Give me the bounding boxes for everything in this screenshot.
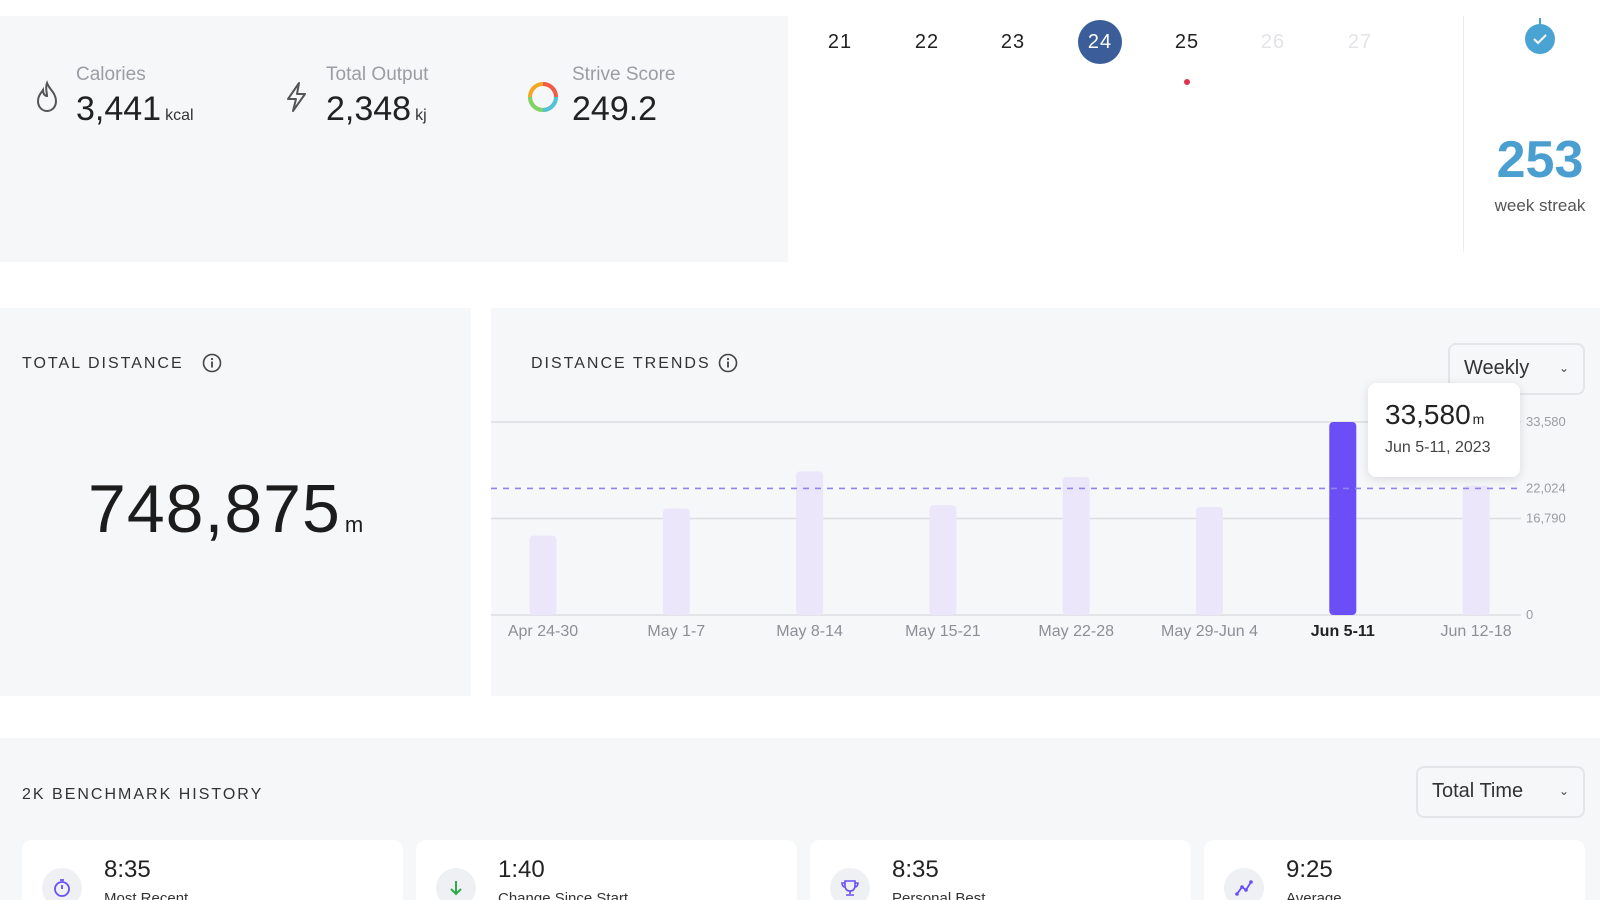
- benchmark-label: Most Recent: [104, 890, 189, 900]
- x-tick-label: Apr 24-30: [508, 623, 578, 640]
- divider: [1463, 16, 1464, 252]
- chart-tooltip: 33,580 m Jun 5-11, 2023: [1368, 383, 1520, 477]
- x-tick-label: May 22-28: [1038, 623, 1114, 640]
- benchmark-value: 1:40: [498, 856, 545, 883]
- x-tick-label: May 1-7: [647, 623, 705, 640]
- info-icon[interactable]: [202, 353, 222, 373]
- x-tick-label: Jun 5-11: [1311, 623, 1375, 640]
- y-tick-label: 16,790: [1526, 511, 1566, 526]
- benchmark-card-change[interactable]: 1:40 Change Since Start: [416, 840, 797, 900]
- stats-panel: Calories 3,441 kcal Total Output 2,348 kj …: [0, 16, 788, 262]
- x-tick-label: May 15-21: [905, 623, 981, 640]
- lightning-icon: [287, 82, 306, 112]
- benchmark-value: 8:35: [892, 856, 939, 883]
- week-calendar: 21 22 23 24 25 26 27: [803, 16, 1463, 252]
- chart-bar: [1062, 477, 1090, 615]
- strive-label: Strive Score: [572, 64, 676, 85]
- metric-dropdown[interactable]: Total Time ⌄: [1416, 766, 1585, 818]
- x-tick-label: May 8-14: [776, 623, 843, 640]
- chart-bar: [1329, 422, 1357, 615]
- chevron-down-icon: ⌄: [1558, 361, 1569, 375]
- calendar-day-future: 26: [1260, 31, 1286, 53]
- flame-icon: [36, 80, 58, 113]
- distance-trends-title: DISTANCE TRENDS: [531, 355, 711, 372]
- y-tick-label: 0: [1526, 607, 1533, 622]
- y-tick-label: 33,580: [1526, 414, 1566, 429]
- calendar-day-future: 27: [1347, 31, 1373, 53]
- distance-chart: 0 16,790 22,024 33,580 Apr 24-30 May 1-7 May 8…: [491, 414, 1566, 640]
- benchmark-value: 9:25: [1286, 856, 1333, 883]
- calendar-day-today[interactable]: 24: [1078, 20, 1122, 64]
- arrow-down-icon: [436, 868, 476, 900]
- total-distance-card: TOTAL DISTANCE 748,875 m: [0, 308, 471, 696]
- benchmark-card-average[interactable]: 9:25 Average: [1204, 840, 1585, 900]
- output-label: Total Output: [326, 64, 429, 85]
- benchmark-title: 2K BENCHMARK HISTORY: [22, 786, 264, 803]
- benchmark-card-most-recent[interactable]: 8:35 Most Recent: [22, 840, 403, 900]
- benchmark-label: Change Since Start: [498, 890, 629, 900]
- calories-value: 3,441 kcal: [76, 90, 194, 128]
- check-icon: [1525, 18, 1555, 54]
- total-distance-value: 748,875 m: [88, 471, 364, 547]
- trophy-icon: [830, 868, 870, 900]
- tooltip-date: Jun 5-11, 2023: [1385, 439, 1491, 456]
- benchmark-card-personal-best[interactable]: 8:35 Personal Best: [810, 840, 1191, 900]
- info-icon[interactable]: [718, 353, 738, 373]
- calendar-day[interactable]: 23: [1000, 31, 1026, 53]
- distance-trends-card: DISTANCE TRENDS Weekly ⌄ 0 16,790 22,024 33…: [491, 308, 1600, 696]
- chevron-down-icon: ⌄: [1558, 784, 1569, 798]
- streak-label: week streak: [1494, 196, 1586, 215]
- calendar-day[interactable]: 25: [1174, 31, 1200, 53]
- chart-bar: [1196, 506, 1223, 615]
- trend-icon: [1224, 868, 1264, 900]
- calendar-day[interactable]: 21: [827, 31, 853, 53]
- strive-value: 249.2: [572, 90, 658, 128]
- activity-dot: [1184, 79, 1190, 85]
- x-tick-label: Jun 12-18: [1441, 623, 1512, 640]
- output-value: 2,348 kj: [326, 90, 427, 128]
- chart-bar: [1462, 485, 1490, 615]
- chart-bar: [796, 471, 824, 615]
- strive-ring-icon: [528, 82, 558, 112]
- chart-bar: [662, 508, 690, 615]
- y-tick-label: 22,024: [1526, 480, 1566, 495]
- calories-label: Calories: [76, 64, 146, 85]
- calendar-day[interactable]: 22: [914, 31, 940, 53]
- total-distance-title: TOTAL DISTANCE: [22, 355, 184, 372]
- benchmark-value: 8:35: [104, 856, 151, 883]
- metric-dropdown-value: Total Time: [1432, 780, 1524, 802]
- benchmark-label: Average: [1286, 890, 1342, 900]
- chart-bar: [929, 505, 957, 615]
- stopwatch-icon: [42, 868, 82, 900]
- benchmark-label: Personal Best: [892, 890, 986, 900]
- streak-count: 253: [1496, 131, 1584, 189]
- x-tick-label: May 29-Jun 4: [1161, 623, 1258, 640]
- period-dropdown-value: Weekly: [1464, 357, 1530, 379]
- tooltip-value: 33,580 m: [1385, 399, 1485, 430]
- chart-bar: [529, 535, 557, 615]
